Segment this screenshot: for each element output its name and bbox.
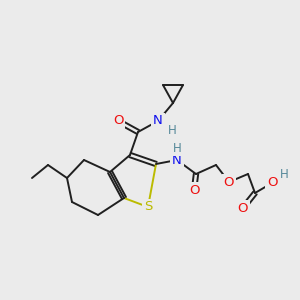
Text: O: O bbox=[238, 202, 248, 214]
Text: S: S bbox=[144, 200, 152, 214]
Text: N: N bbox=[172, 154, 182, 166]
Text: O: O bbox=[189, 184, 199, 196]
Text: O: O bbox=[224, 176, 234, 188]
Text: H: H bbox=[172, 142, 182, 154]
Text: O: O bbox=[267, 176, 277, 190]
Text: H: H bbox=[280, 167, 288, 181]
Text: N: N bbox=[153, 115, 163, 128]
Text: H: H bbox=[168, 124, 176, 137]
Text: O: O bbox=[113, 115, 123, 128]
